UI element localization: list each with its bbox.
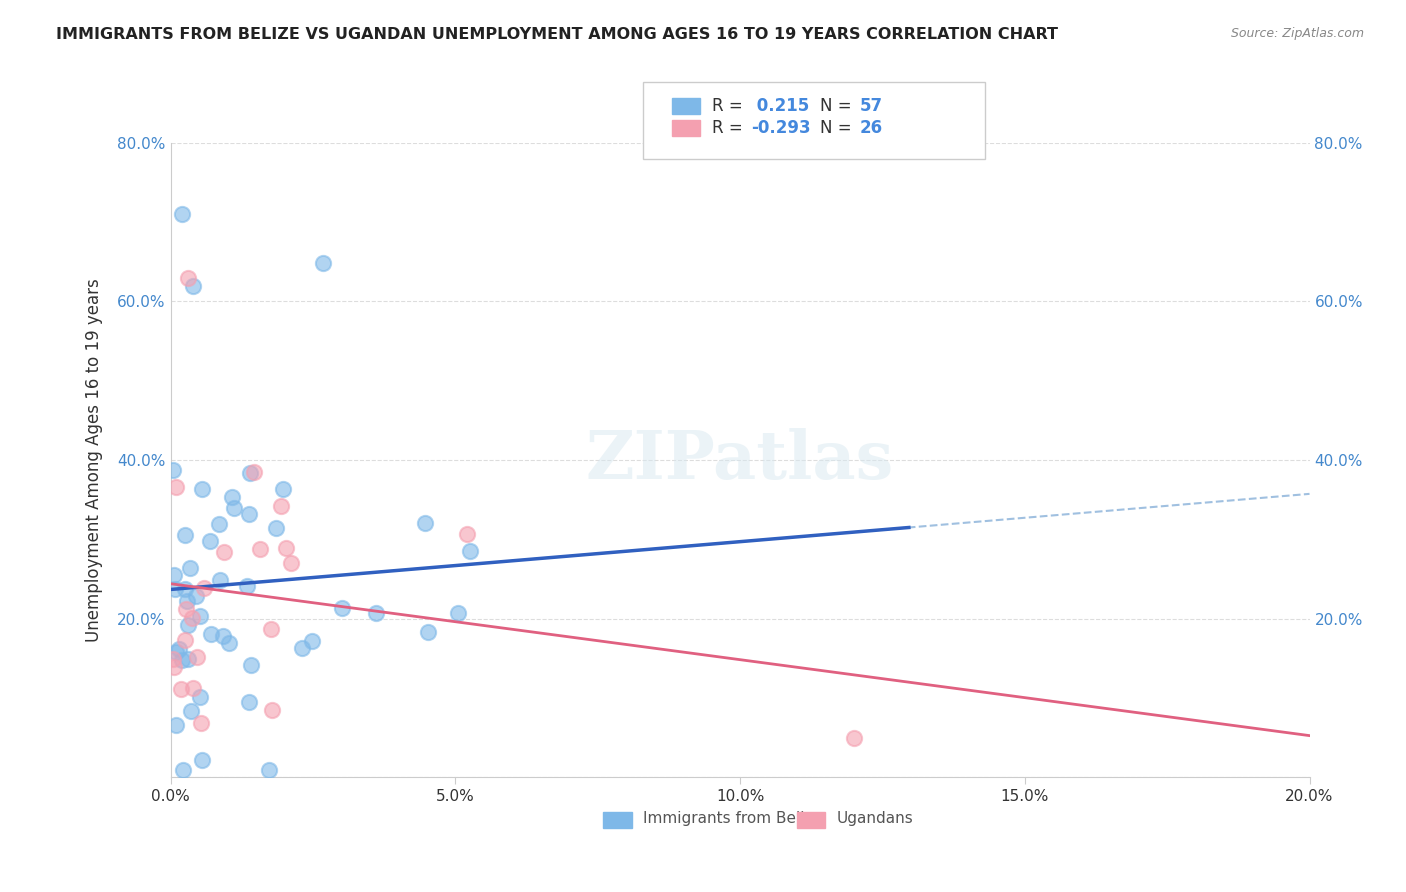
Point — [218, 636, 240, 650]
Point — [180, 704, 202, 718]
Point — [169, 642, 191, 657]
Point — [260, 622, 283, 636]
Point — [458, 544, 481, 558]
Point — [163, 582, 186, 596]
Point — [190, 753, 212, 767]
Point — [257, 763, 280, 777]
Point — [222, 501, 245, 516]
Point — [190, 482, 212, 496]
Point — [188, 608, 211, 623]
Point — [172, 763, 194, 777]
Text: R =: R = — [711, 97, 748, 115]
Point — [209, 574, 232, 588]
Point — [239, 467, 262, 481]
Point — [264, 521, 287, 535]
Point — [243, 465, 266, 479]
FancyBboxPatch shape — [672, 120, 700, 136]
Text: -0.293: -0.293 — [751, 120, 811, 137]
Point — [260, 703, 283, 717]
Point — [364, 607, 387, 621]
Point — [330, 601, 353, 615]
Point — [301, 634, 323, 648]
Point — [193, 582, 215, 596]
Point — [447, 606, 470, 620]
Point — [274, 541, 297, 556]
Point — [162, 463, 184, 477]
Point — [165, 644, 187, 658]
Point — [249, 541, 271, 556]
Point — [174, 528, 197, 542]
Text: 26: 26 — [859, 120, 883, 137]
Point — [170, 681, 193, 696]
Point — [240, 658, 263, 673]
Point — [416, 624, 439, 639]
Text: 57: 57 — [859, 97, 883, 115]
FancyBboxPatch shape — [797, 813, 825, 829]
Point — [174, 582, 197, 597]
Point — [170, 207, 193, 221]
Point — [181, 611, 204, 625]
Point — [165, 718, 187, 732]
Point — [186, 649, 208, 664]
Point — [312, 256, 335, 270]
Text: Source: ZipAtlas.com: Source: ZipAtlas.com — [1230, 27, 1364, 40]
Point — [270, 499, 292, 513]
Point — [842, 731, 865, 745]
Point — [176, 270, 198, 285]
Point — [162, 652, 184, 666]
Point — [184, 590, 207, 604]
Point — [174, 602, 197, 616]
Point — [198, 534, 221, 549]
Text: N =: N = — [820, 97, 856, 115]
Point — [238, 695, 260, 709]
Point — [174, 632, 197, 647]
Point — [208, 517, 231, 532]
Point — [162, 568, 184, 582]
FancyBboxPatch shape — [672, 98, 700, 114]
Point — [291, 641, 314, 656]
Text: ZIPatlas: ZIPatlas — [586, 427, 894, 492]
Point — [212, 545, 235, 559]
Text: N =: N = — [820, 120, 856, 137]
Point — [183, 278, 205, 293]
Point — [211, 629, 233, 643]
Point — [236, 579, 259, 593]
Point — [163, 659, 186, 673]
FancyBboxPatch shape — [603, 813, 631, 829]
Point — [200, 627, 222, 641]
Text: 0.215: 0.215 — [751, 97, 810, 115]
Point — [177, 618, 200, 632]
Point — [413, 516, 436, 530]
Point — [280, 556, 302, 570]
Point — [238, 507, 260, 521]
Text: IMMIGRANTS FROM BELIZE VS UGANDAN UNEMPLOYMENT AMONG AGES 16 TO 19 YEARS CORRELA: IMMIGRANTS FROM BELIZE VS UGANDAN UNEMPL… — [56, 27, 1059, 42]
Y-axis label: Unemployment Among Ages 16 to 19 years: Unemployment Among Ages 16 to 19 years — [86, 278, 103, 642]
Text: R =: R = — [711, 120, 748, 137]
Point — [170, 652, 193, 666]
Point — [181, 681, 204, 695]
Point — [176, 652, 198, 666]
Point — [190, 716, 212, 731]
Point — [165, 480, 187, 494]
Text: Ugandans: Ugandans — [837, 811, 914, 826]
Text: Immigrants from Belize: Immigrants from Belize — [643, 811, 823, 826]
Point — [179, 561, 201, 575]
Point — [221, 490, 243, 504]
Point — [188, 690, 211, 704]
Point — [456, 527, 478, 541]
Point — [176, 594, 198, 608]
Point — [271, 482, 294, 496]
FancyBboxPatch shape — [643, 82, 986, 159]
